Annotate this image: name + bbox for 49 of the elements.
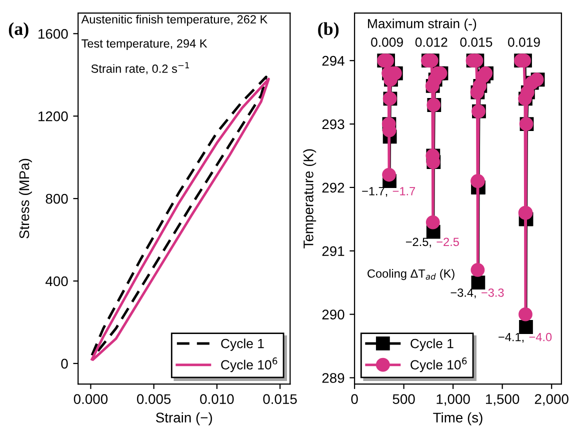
annotation: Strain rate, 0.2 s$^{−1}$ xyxy=(91,62,189,74)
y-tick-label: 1200 xyxy=(38,111,68,122)
y-tick-label: 290 xyxy=(322,310,344,320)
annotation: −2.5, −2.5 xyxy=(406,238,459,248)
legend-label: Cycle 10$^{6}$ xyxy=(221,357,278,372)
y-axis-title: Stress (MPa) xyxy=(18,158,32,238)
x-tick-label: 500 xyxy=(392,394,415,404)
annotation: Cooling ΔT$_{ad}$ (K) xyxy=(368,269,454,280)
point xyxy=(518,307,532,322)
y-tick-label: 1600 xyxy=(38,28,68,39)
x-tick-label: 0.010 xyxy=(200,394,234,404)
y-axis-title: Temperature (K) xyxy=(303,149,316,248)
point xyxy=(519,320,533,334)
y-tick-label: 294 xyxy=(322,56,344,66)
annotation: 0.009 xyxy=(371,38,403,47)
point xyxy=(382,168,396,182)
legend-label: Cycle 1 xyxy=(410,338,454,351)
point xyxy=(471,276,486,290)
y-tick-label: 293 xyxy=(322,119,344,130)
x-axis-title: Time (s) xyxy=(433,412,482,426)
y-tick-label: 291 xyxy=(322,246,344,256)
x-tick-label: 1,000 xyxy=(436,394,470,406)
x-tick-label: 0.005 xyxy=(136,394,171,404)
annotation: 0.012 xyxy=(415,38,448,47)
y-tick-label: 400 xyxy=(46,276,68,286)
annotation: 0.019 xyxy=(508,38,540,47)
y-tick-label: 289 xyxy=(322,373,344,383)
x-tick-label: 2,000 xyxy=(534,394,568,406)
x-tick-label: 0.000 xyxy=(74,394,108,404)
annotation: Test temperature, 294 K xyxy=(82,39,208,50)
annotation: Austenitic finish temperature, 262 K xyxy=(81,14,268,26)
annotation: −1.7, −1.7 xyxy=(362,187,416,197)
y-tick-label: 0 xyxy=(61,358,68,369)
x-tick-label: 0 xyxy=(351,394,358,404)
annotation: −4.1, −4.0 xyxy=(498,332,552,343)
point xyxy=(426,215,440,230)
chart-title: (a) xyxy=(8,22,28,39)
chart-subtitle: Maximum strain (-) xyxy=(368,18,476,31)
y-tick-label: 292 xyxy=(322,182,344,193)
annotation: 0.015 xyxy=(460,38,492,47)
x-axis-title: Strain (−) xyxy=(156,412,212,426)
point xyxy=(470,262,485,277)
x-tick-label: 0.015 xyxy=(263,394,297,404)
chart-title: (b) xyxy=(318,22,339,39)
annotation: −3.4, −3.3 xyxy=(450,288,504,298)
legend-label: Cycle 10$^{6}$ xyxy=(410,357,467,372)
legend-label: Cycle 1 xyxy=(221,338,264,351)
y-tick-label: 800 xyxy=(46,194,68,204)
x-tick-label: 1,500 xyxy=(486,394,520,406)
